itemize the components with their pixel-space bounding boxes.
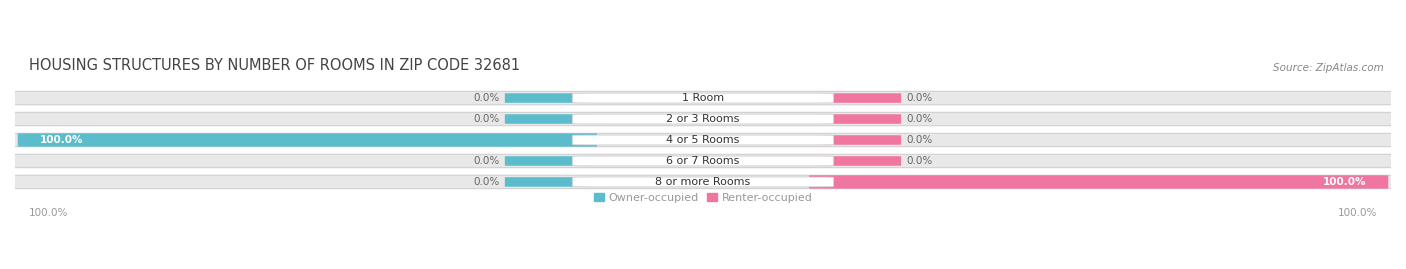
Legend: Owner-occupied, Renter-occupied: Owner-occupied, Renter-occupied (589, 188, 817, 207)
Text: 2 or 3 Rooms: 2 or 3 Rooms (666, 114, 740, 124)
Text: 0.0%: 0.0% (472, 93, 499, 103)
FancyBboxPatch shape (505, 114, 592, 124)
Text: 0.0%: 0.0% (907, 93, 934, 103)
FancyBboxPatch shape (505, 93, 592, 103)
Text: 0.0%: 0.0% (907, 156, 934, 166)
FancyBboxPatch shape (814, 93, 901, 103)
FancyBboxPatch shape (814, 156, 901, 166)
Text: 100.0%: 100.0% (1339, 208, 1378, 218)
Text: 1 Room: 1 Room (682, 93, 724, 103)
FancyBboxPatch shape (572, 177, 834, 187)
FancyBboxPatch shape (814, 135, 901, 145)
FancyBboxPatch shape (572, 156, 834, 166)
Text: HOUSING STRUCTURES BY NUMBER OF ROOMS IN ZIP CODE 32681: HOUSING STRUCTURES BY NUMBER OF ROOMS IN… (28, 58, 520, 73)
Text: 4 or 5 Rooms: 4 or 5 Rooms (666, 135, 740, 145)
Text: 0.0%: 0.0% (907, 135, 934, 145)
Text: 8 or more Rooms: 8 or more Rooms (655, 177, 751, 187)
FancyBboxPatch shape (11, 154, 1395, 168)
FancyBboxPatch shape (572, 93, 834, 103)
FancyBboxPatch shape (505, 177, 592, 187)
FancyBboxPatch shape (505, 135, 592, 145)
Text: 100.0%: 100.0% (39, 135, 83, 145)
FancyBboxPatch shape (808, 175, 1388, 189)
Text: 0.0%: 0.0% (472, 177, 499, 187)
FancyBboxPatch shape (572, 114, 834, 124)
Text: 0.0%: 0.0% (907, 114, 934, 124)
FancyBboxPatch shape (11, 133, 1395, 147)
FancyBboxPatch shape (814, 177, 901, 187)
Text: Source: ZipAtlas.com: Source: ZipAtlas.com (1274, 63, 1384, 73)
FancyBboxPatch shape (814, 114, 901, 124)
FancyBboxPatch shape (18, 133, 598, 147)
Text: 100.0%: 100.0% (1323, 177, 1367, 187)
Text: 6 or 7 Rooms: 6 or 7 Rooms (666, 156, 740, 166)
FancyBboxPatch shape (11, 91, 1395, 105)
FancyBboxPatch shape (11, 175, 1395, 189)
FancyBboxPatch shape (505, 156, 592, 166)
FancyBboxPatch shape (11, 112, 1395, 126)
Text: 0.0%: 0.0% (472, 114, 499, 124)
FancyBboxPatch shape (572, 135, 834, 145)
Text: 100.0%: 100.0% (28, 208, 67, 218)
Text: 0.0%: 0.0% (472, 156, 499, 166)
